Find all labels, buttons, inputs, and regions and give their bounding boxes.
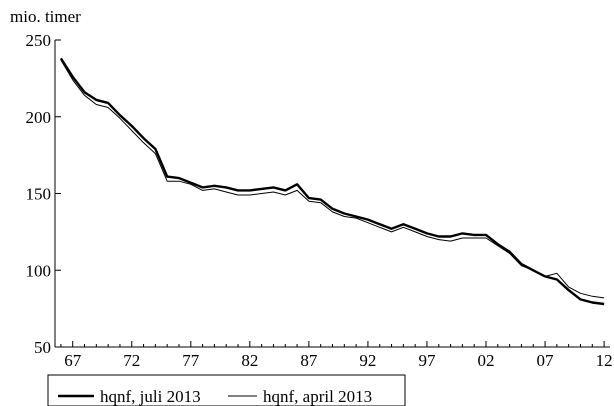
x-tick-label: 12 xyxy=(596,351,613,370)
x-tick-label: 02 xyxy=(478,351,495,370)
series-line-0 xyxy=(59,57,605,306)
legend-label-juli-2013: hqnf, juli 2013 xyxy=(100,387,201,406)
x-axis: 67 72 77 82 87 92 97 02 07 12 xyxy=(55,341,613,370)
legend-label-april-2013: hqnf, april 2013 xyxy=(263,387,372,406)
x-tick-label: 92 xyxy=(359,351,376,370)
y-tick-label: 100 xyxy=(26,261,52,280)
x-tick-label: 07 xyxy=(537,351,555,370)
y-tick-label: 150 xyxy=(26,185,52,204)
x-tick-label: 97 xyxy=(418,351,436,370)
series-layer xyxy=(59,57,605,306)
y-tick-label: 50 xyxy=(34,338,51,357)
y-tick-label: 250 xyxy=(26,31,52,50)
legend-box xyxy=(47,374,406,406)
x-tick-label: 72 xyxy=(123,351,140,370)
x-tick-label: 67 xyxy=(64,351,82,370)
legend: hqnf, juli 2013 hqnf, april 2013 xyxy=(47,374,406,406)
x-tick-label: 87 xyxy=(300,351,318,370)
y-axis: 50 100 150 200 250 xyxy=(26,31,61,357)
x-tick-label: 77 xyxy=(182,351,200,370)
y-axis-unit-label: mio. timer xyxy=(10,7,81,26)
series-line-1 xyxy=(60,59,605,299)
x-tick-label: 82 xyxy=(241,351,258,370)
y-tick-label: 200 xyxy=(26,108,52,127)
